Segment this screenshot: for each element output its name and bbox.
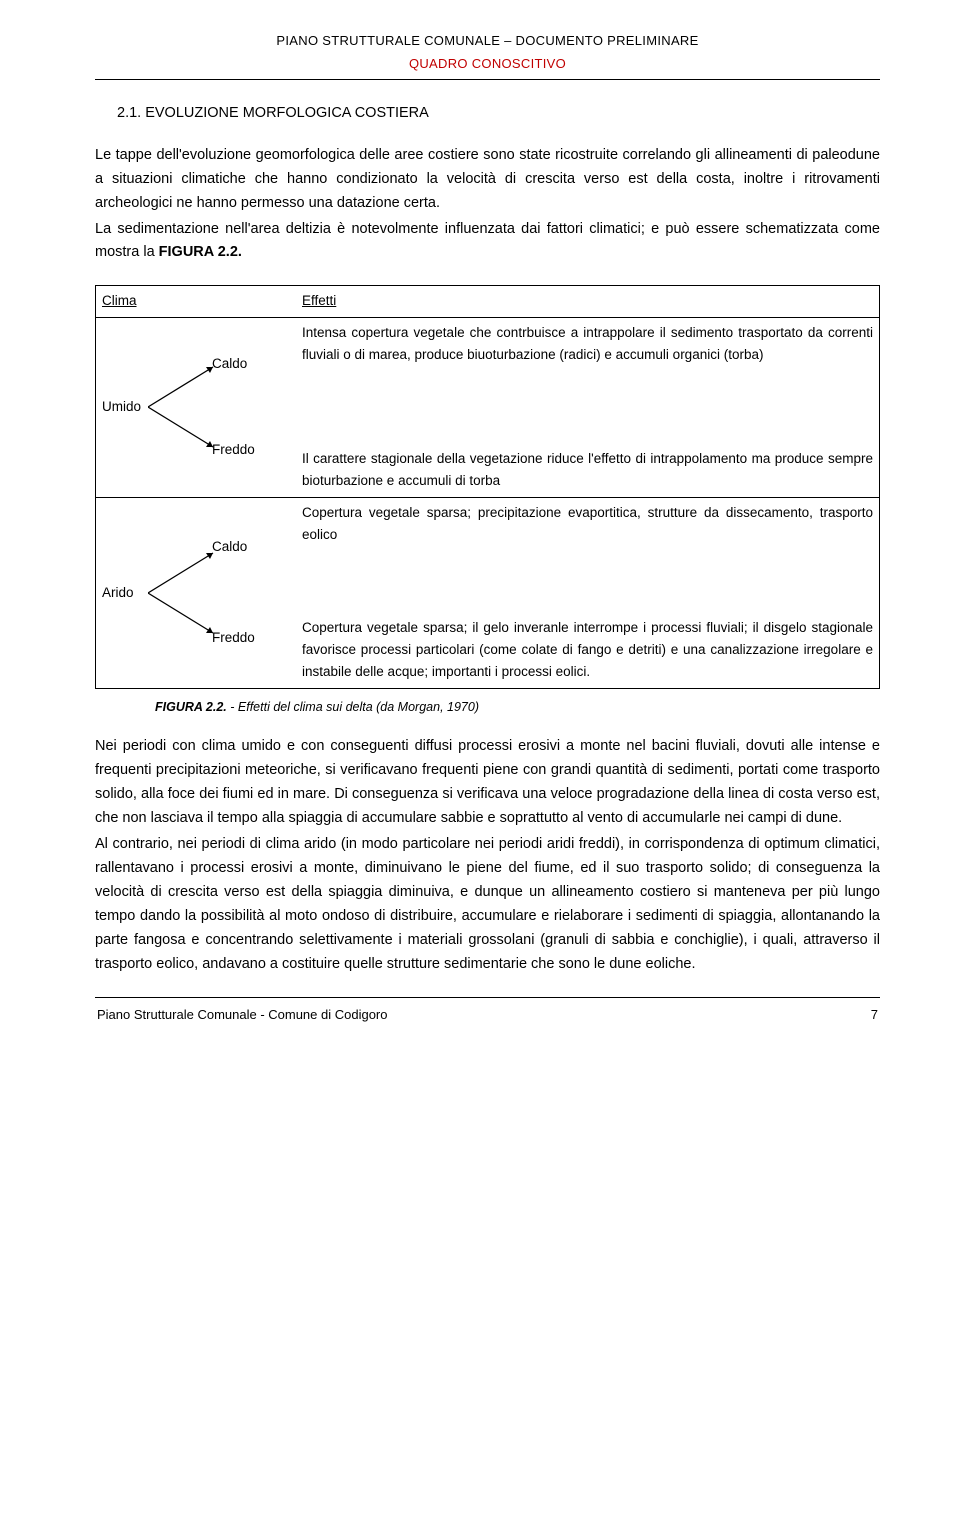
eff-umido-freddo: Il carattere stagionale della vegetazion…: [302, 448, 873, 493]
sub-arido-cell: Caldo Freddo: [166, 498, 296, 688]
header-rule: [95, 79, 880, 80]
eff-arido-freddo: Copertura vegetale sparsa; il gelo inver…: [302, 617, 873, 684]
figure-row-arido: Arido Caldo Freddo Copertura vegetale sp…: [96, 498, 879, 688]
figure-head-effetti: Effetti: [302, 293, 336, 308]
figure-caption-text: - Effetti del clima sui delta (da Morgan…: [227, 700, 479, 714]
eff-umido-caldo: Intensa copertura vegetale che contrbuis…: [302, 322, 873, 383]
section-number: 2.1.: [117, 105, 141, 121]
figure-header-row: Clima Effetti: [96, 286, 879, 317]
clima-arido-cell: Arido: [96, 498, 166, 688]
footer-page-number: 7: [871, 1004, 878, 1025]
footer-left: Piano Strutturale Comunale - Comune di C…: [97, 1004, 388, 1025]
page-header-line2: QUADRO CONOSCITIVO: [95, 53, 880, 74]
paragraph-1: Le tappe dell'evoluzione geomorfologica …: [95, 144, 880, 216]
figure-ref: FIGURA 2.2.: [159, 244, 242, 260]
figure-head-clima: Clima: [102, 290, 137, 312]
sub-umido-caldo: Caldo: [172, 353, 290, 375]
paragraph-3: Nei periodi con clima umido e con conseg…: [95, 735, 880, 831]
clima-arido-label: Arido: [102, 582, 134, 604]
figure-row-umido: Umido Caldo Freddo Intensa copertura veg…: [96, 318, 879, 498]
figure-caption: FIGURA 2.2. - Effetti del clima sui delt…: [155, 697, 880, 718]
sub-umido-cell: Caldo Freddo: [166, 318, 296, 497]
paragraph-4: Al contrario, nei periodi di clima arido…: [95, 833, 880, 977]
paragraph-2: La sedimentazione nell'area deltizia è n…: [95, 218, 880, 266]
footer-rule: [95, 997, 880, 998]
sub-arido-freddo: Freddo: [172, 627, 290, 649]
page-header-line1: PIANO STRUTTURALE COMUNALE – DOCUMENTO P…: [95, 30, 880, 51]
eff-arido-caldo: Copertura vegetale sparsa; precipitazion…: [302, 502, 873, 563]
clima-umido-cell: Umido: [96, 318, 166, 497]
section-title: 2.1. EVOLUZIONE MORFOLOGICA COSTIERA: [117, 102, 880, 126]
sub-arido-caldo: Caldo: [172, 536, 290, 558]
sub-umido-freddo: Freddo: [172, 439, 290, 461]
figure-caption-label: FIGURA 2.2.: [155, 700, 227, 714]
figure-table: Clima Effetti Umido Caldo Freddo Intensa…: [95, 285, 880, 688]
section-heading: EVOLUZIONE MORFOLOGICA COSTIERA: [145, 105, 429, 121]
clima-umido-label: Umido: [102, 396, 141, 418]
page-footer: Piano Strutturale Comunale - Comune di C…: [95, 1004, 880, 1025]
